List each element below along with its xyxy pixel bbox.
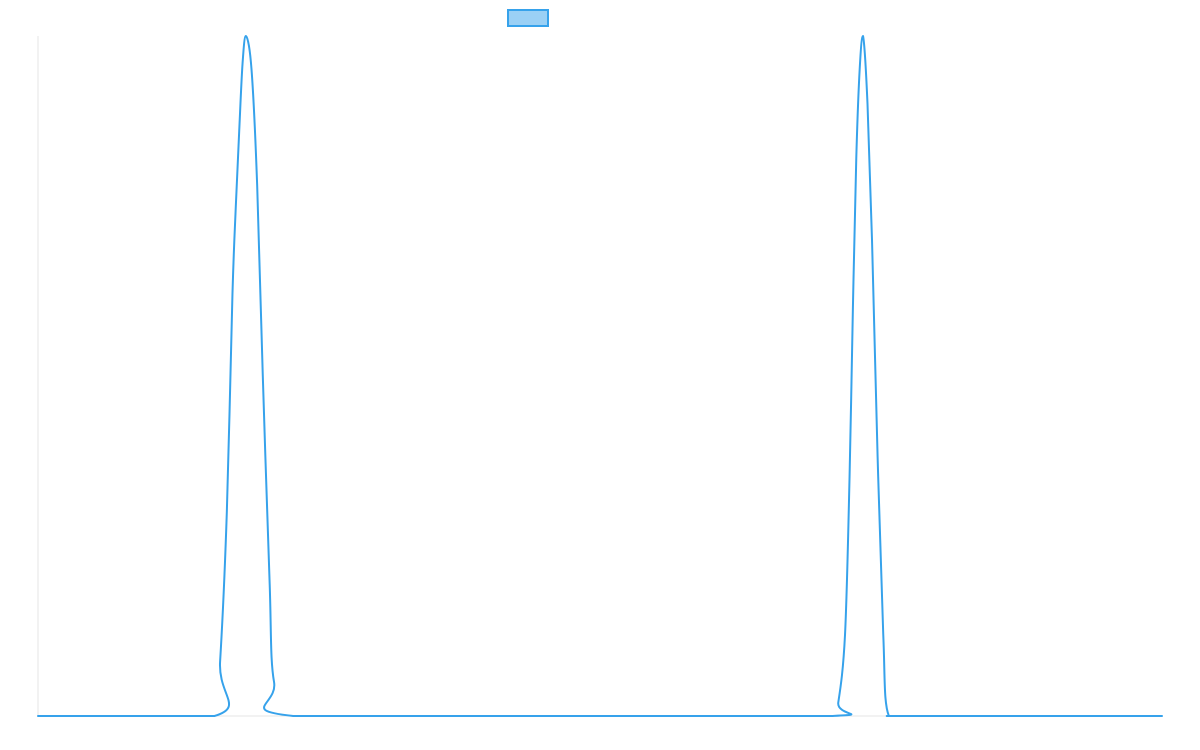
legend-swatch[interactable] xyxy=(507,9,549,27)
axes xyxy=(37,36,1162,717)
series-line-1 xyxy=(37,35,1163,718)
series-layer xyxy=(37,35,1163,718)
legend[interactable] xyxy=(507,9,549,27)
